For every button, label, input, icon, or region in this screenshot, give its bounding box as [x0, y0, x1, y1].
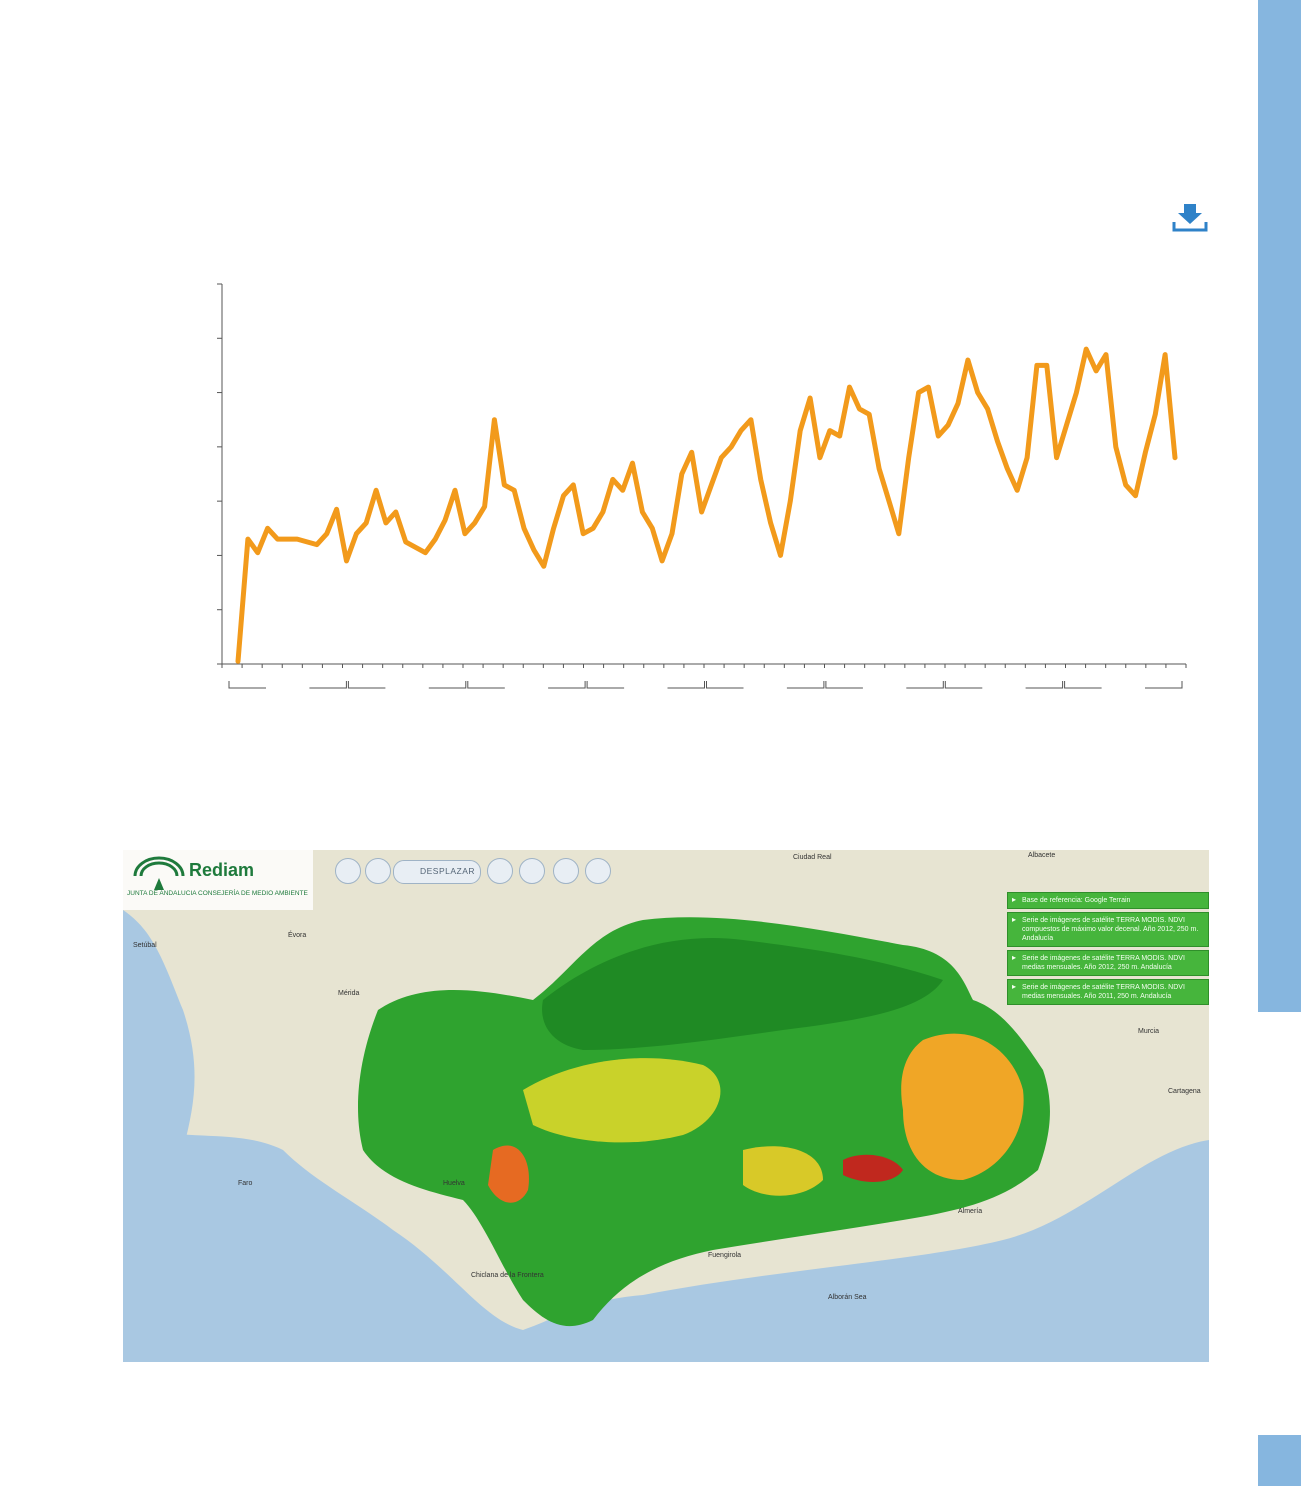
- x-group-bracket: [1064, 681, 1183, 689]
- map-label: Setúbal: [133, 942, 157, 949]
- map-label: Albacete: [1028, 852, 1056, 859]
- map-label: Alborán Sea: [828, 1294, 867, 1301]
- map-label: Chiclana de la Frontera: [471, 1272, 544, 1279]
- map-label: Huelva: [443, 1180, 465, 1187]
- layer-list: Base de referencia: Google Terrain Serie…: [1007, 892, 1209, 1008]
- map-label: Murcia: [1138, 1028, 1160, 1035]
- help-button[interactable]: [585, 858, 611, 884]
- ndvi-series-line: [235, 346, 1178, 664]
- layer-item[interactable]: Serie de imágenes de satélite TERRA MODI…: [1007, 912, 1209, 947]
- junta-andalucia-emblem-icon: [133, 856, 185, 890]
- x-group-bracket: [347, 681, 467, 689]
- x-group-bracket: [467, 681, 586, 689]
- globe-button[interactable]: [487, 858, 513, 884]
- andalucia-ndvi-map[interactable]: [123, 850, 1209, 1362]
- ndvi-line-chart: [217, 283, 1187, 689]
- ndvi-red-hotspot: [843, 1154, 903, 1182]
- logo-subtitle: JUNTA DE ANDALUCIA CONSEJERÍA DE MEDIO A…: [127, 890, 308, 897]
- x-group-bracket: [706, 681, 825, 689]
- layer-item[interactable]: Base de referencia: Google Terrain: [1007, 892, 1209, 909]
- map-label: Ciudad Real: [793, 854, 832, 861]
- logo-name: Rediam: [189, 860, 255, 880]
- sidebar-strip-top: [1258, 0, 1301, 1012]
- pan-button[interactable]: DESPLAZAR: [393, 860, 481, 884]
- map-label: Évora: [288, 932, 307, 939]
- map-label: Mérida: [338, 990, 360, 997]
- ndvi-orange-east: [901, 1033, 1024, 1180]
- map-label: Almería: [958, 1208, 983, 1215]
- download-icon: [1172, 204, 1208, 232]
- info-button[interactable]: [553, 858, 579, 884]
- ndvi-map-viewer[interactable]: Rediam JUNTA DE ANDALUCIA CONSEJERÍA DE …: [123, 850, 1209, 1362]
- zoom-in-button[interactable]: [335, 858, 361, 884]
- ndvi-dark-north: [542, 938, 943, 1050]
- sidebar-strip-bottom: [1258, 1435, 1301, 1486]
- x-group-bracket: [825, 681, 944, 689]
- ndvi-orange-west: [488, 1145, 529, 1203]
- x-group-bracket: [944, 681, 1064, 689]
- download-button[interactable]: [1170, 200, 1210, 234]
- layers-button[interactable]: [519, 858, 545, 884]
- map-label: Cartagena: [1168, 1088, 1201, 1095]
- map-label: Faro: [238, 1180, 253, 1187]
- layer-item[interactable]: Serie de imágenes de satélite TERRA MODI…: [1007, 950, 1209, 976]
- portugal-coast: [123, 910, 195, 1160]
- rediam-logo: Rediam JUNTA DE ANDALUCIA CONSEJERÍA DE …: [123, 850, 313, 910]
- pan-label: DESPLAZAR: [420, 866, 476, 876]
- ndvi-yellow-center: [523, 1058, 721, 1143]
- zoom-out-button[interactable]: [365, 858, 391, 884]
- x-group-bracket: [586, 681, 705, 689]
- layer-item[interactable]: Serie de imágenes de satélite TERRA MODI…: [1007, 979, 1209, 1005]
- ndvi-yellow-south: [743, 1146, 823, 1196]
- map-label: Fuengirola: [708, 1252, 742, 1259]
- x-group-bracket: [228, 681, 347, 689]
